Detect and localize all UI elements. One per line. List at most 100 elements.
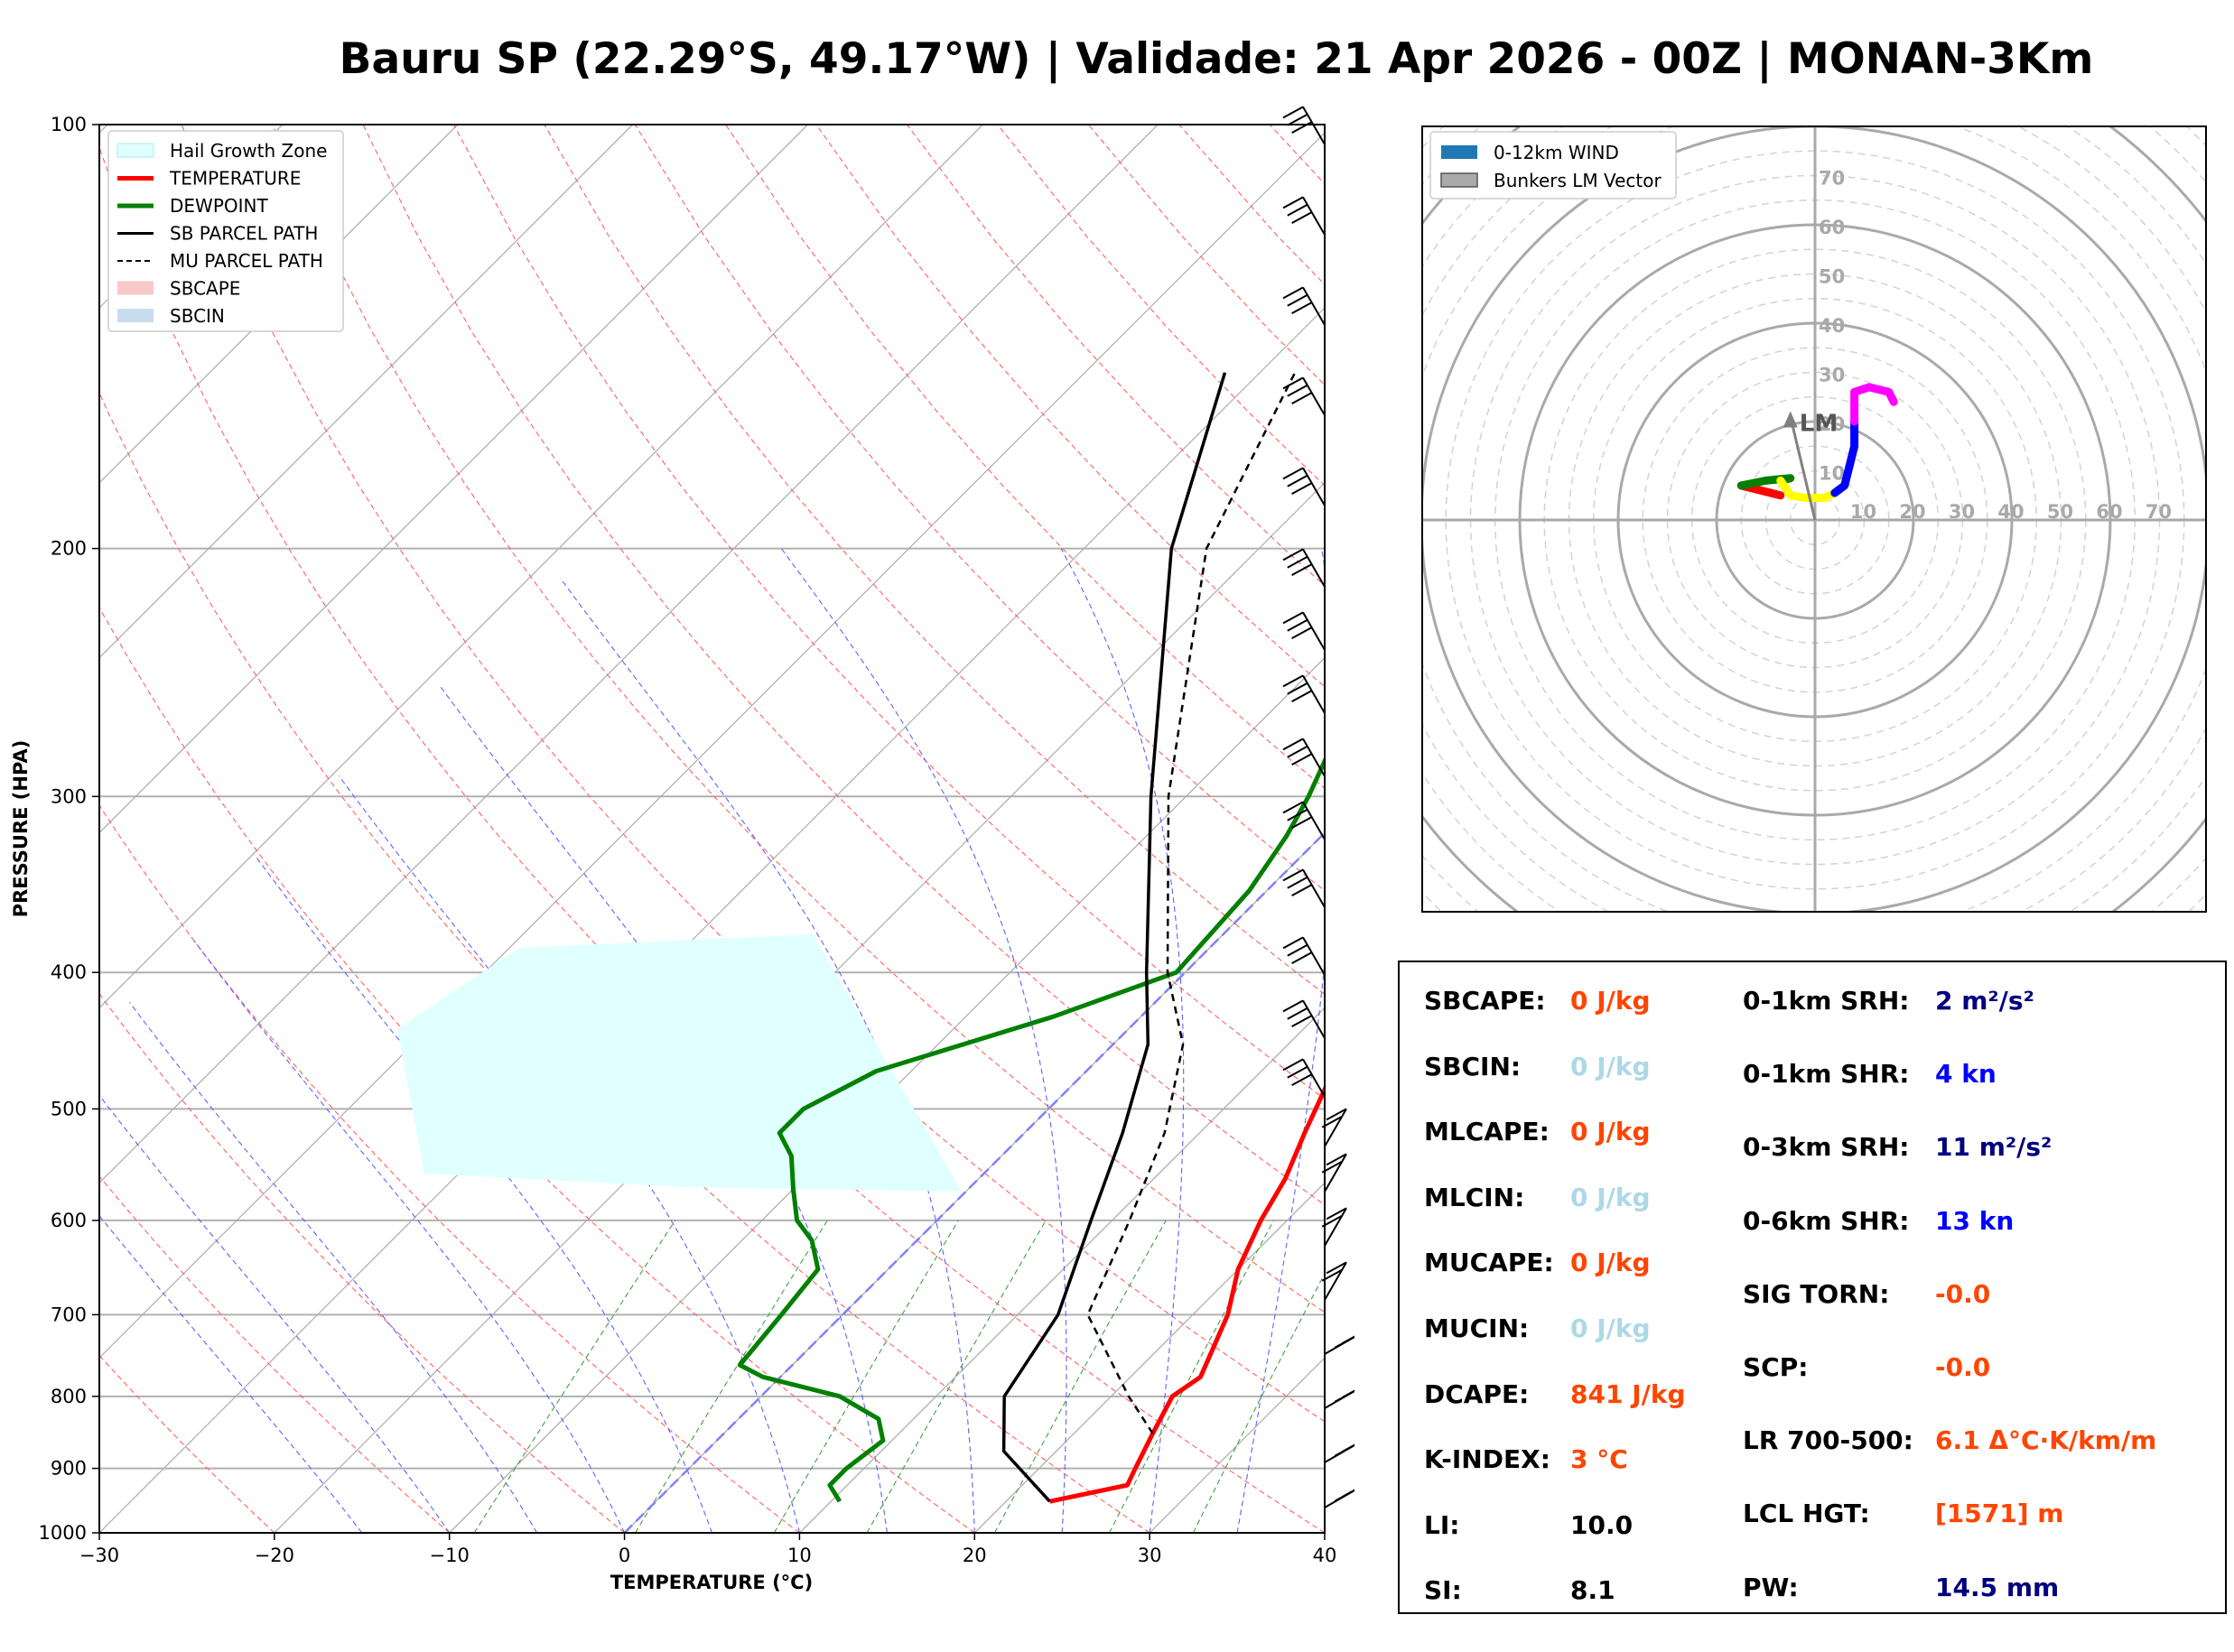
dry-adiabat-line	[452, 125, 1325, 1100]
lm-arrowhead	[1783, 411, 1798, 428]
isotherm-line	[274, 481, 1325, 1533]
wind-barb-flag	[1291, 753, 1313, 766]
wind-barb-flag	[1282, 286, 1304, 300]
wind-barb-flag	[1291, 626, 1313, 639]
wind-barb-flag	[1282, 106, 1304, 119]
wind-barb	[1321, 1261, 1347, 1301]
wind-barb-flag	[1291, 302, 1313, 314]
param-label: MUCAPE:	[1424, 1248, 1554, 1278]
isotherm-line	[99, 125, 1159, 1184]
wind-barb-flag	[1321, 1160, 1343, 1174]
param-value: -0.0	[1935, 1278, 1991, 1309]
wind-barb	[1324, 1389, 1354, 1409]
wind-barb-staff	[1324, 1261, 1347, 1301]
wind-barb-staff	[1302, 467, 1326, 506]
wind-barb-flag	[1291, 951, 1313, 964]
param-label: SBCAPE:	[1424, 986, 1546, 1016]
legend-box	[107, 130, 344, 332]
param-value: 3 °C	[1570, 1444, 1628, 1475]
mixing-ratio-line	[1109, 1220, 1275, 1533]
legend-label: TEMPERATURE	[169, 168, 301, 190]
wind-barb-flag	[1334, 1335, 1354, 1349]
moist-adiabat-line	[560, 578, 975, 1533]
param-value: 14.5 mm	[1935, 1572, 2060, 1602]
wind-barb	[1282, 611, 1326, 651]
wind-barb-flag	[1291, 884, 1313, 896]
param-label: LCL HGT:	[1743, 1499, 1870, 1529]
mixing-ratio-line	[473, 1220, 676, 1533]
wind-barb-staff	[1302, 106, 1326, 145]
hodograph-ring	[1176, 0, 2234, 993]
wind-barb	[1324, 1443, 1354, 1463]
wind-barb	[1282, 1058, 1326, 1098]
wind-barb-flag	[1326, 1108, 1347, 1121]
x-tick-label: 40	[1313, 1545, 1337, 1566]
mixing-ratio-line	[773, 1220, 959, 1533]
wind-barb-staff	[1324, 1108, 1347, 1147]
wind-barb-flag	[1291, 121, 1313, 134]
y-tick-label: 100	[51, 114, 87, 135]
mixing-ratio-line	[994, 1220, 1167, 1533]
wind-barb-flag	[1291, 482, 1313, 495]
wind-barb-flag	[1287, 943, 1308, 957]
dry-adiabat-line	[99, 391, 1150, 1533]
hodograph-ring-label: 50	[2047, 501, 2073, 523]
wind-barb-flag	[1287, 745, 1308, 758]
wind-barb-flag	[1287, 293, 1308, 307]
dry-adiabat-line	[815, 125, 1325, 688]
legend-swatch	[1440, 172, 1478, 188]
hodograph-ring	[1249, 0, 2234, 993]
param-value: 0 J/kg	[1570, 1313, 1651, 1343]
lm-vector	[1789, 416, 1817, 521]
wind-barb-staff	[1302, 801, 1326, 840]
wind-barb-flag	[1334, 1389, 1354, 1403]
param-label: SCP:	[1743, 1352, 1809, 1382]
wind-barb	[1282, 868, 1326, 908]
param-value: -0.0	[1935, 1352, 1991, 1382]
wind-barb-flag	[1291, 690, 1313, 702]
moist-adiabat-line	[99, 1094, 451, 1533]
y-tick-label: 400	[51, 961, 87, 983]
wind-barb-staff	[1302, 548, 1326, 588]
series-mu-parcel-path	[1086, 372, 1297, 1434]
series-sb-parcel-path	[1001, 372, 1227, 1503]
isotherm-line	[99, 125, 459, 484]
hodograph-ring-label: 70	[2146, 501, 2172, 523]
wind-barb-staff	[1324, 1443, 1354, 1463]
dry-adiabat-line	[99, 992, 625, 1533]
param-value: 2 m²/s²	[1935, 986, 2034, 1016]
wind-barb-flag	[1291, 1015, 1313, 1027]
isotherm-line	[99, 307, 1325, 1533]
hodograph-ring-label: 50	[1819, 266, 1845, 288]
x-tick-label: −20	[255, 1545, 294, 1566]
hodograph-legend-label: 0-12km WIND	[1494, 142, 1619, 163]
hodograph-ring-label: 10	[1819, 463, 1845, 485]
param-label: K-INDEX:	[1424, 1444, 1550, 1475]
mixing-ratio-line	[1192, 1272, 1325, 1533]
hodograph-ring	[1150, 0, 2234, 993]
wind-barb-staff	[1324, 1489, 1354, 1508]
param-value: 0 J/kg	[1570, 1051, 1651, 1081]
wind-barb-staff	[1302, 376, 1326, 416]
wind-barb-staff	[1302, 611, 1326, 651]
wind-barb-flag	[1287, 384, 1308, 397]
wind-barb	[1282, 196, 1326, 236]
hodograph-ring-label: 20	[1819, 413, 1845, 435]
wind-barb	[1282, 674, 1326, 714]
wind-barb	[1282, 936, 1326, 976]
wind-barb-flag	[1282, 801, 1304, 814]
wind-barb-flag	[1291, 563, 1313, 576]
param-label: SBCIN:	[1424, 1051, 1522, 1081]
param-value: 841 J/kg	[1570, 1378, 1686, 1409]
y-tick-label: 200	[51, 538, 87, 560]
wind-barb-flag	[1287, 1007, 1308, 1020]
param-value: 0 J/kg	[1570, 1182, 1651, 1212]
x-tick-label: 10	[787, 1545, 812, 1566]
isotherm-line	[99, 125, 809, 834]
moist-adiabat-line	[129, 1001, 538, 1533]
hodograph-ring-label: 60	[2096, 501, 2122, 523]
wind-barb-staff	[1302, 999, 1326, 1039]
wind-barb-flag	[1282, 548, 1304, 561]
x-axis-label: TEMPERATURE (°C)	[610, 1572, 813, 1593]
